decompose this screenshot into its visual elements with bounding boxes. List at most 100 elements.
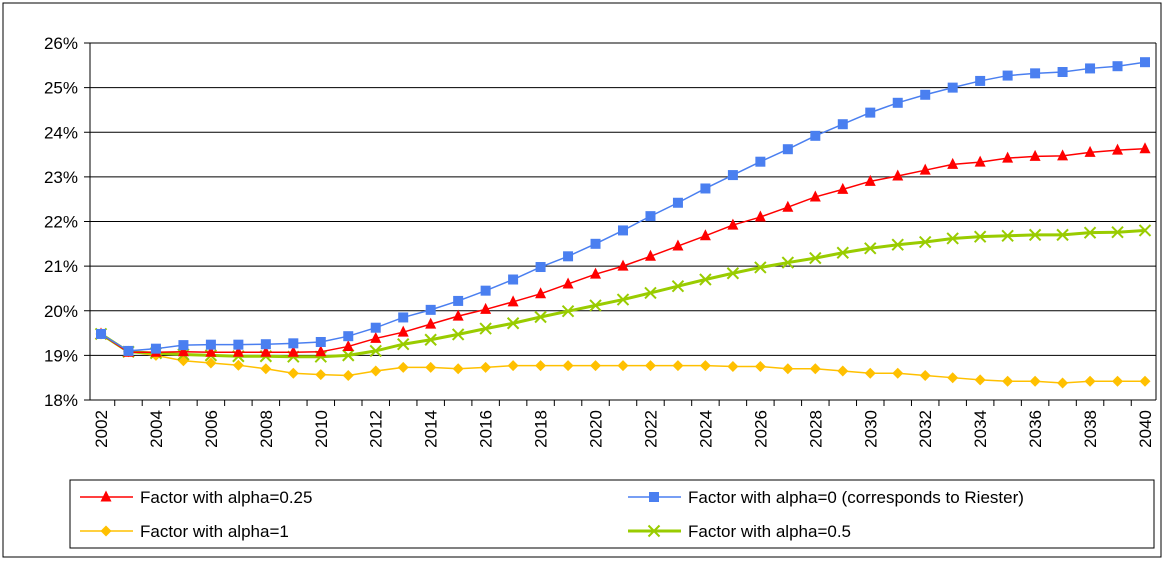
data-point <box>672 197 683 208</box>
x-tick-label: 2040 <box>1136 410 1155 448</box>
data-point <box>1139 375 1151 387</box>
data-point <box>1002 375 1014 387</box>
legend-label: Factor with alpha=0.25 <box>140 488 312 507</box>
data-point <box>178 340 189 351</box>
data-point <box>617 360 629 372</box>
data-point-stroke <box>864 242 877 255</box>
data-point <box>1111 226 1124 239</box>
data-point <box>315 369 327 381</box>
data-point-stroke <box>561 304 575 318</box>
data-point <box>424 333 437 346</box>
data-point-stroke <box>479 322 492 335</box>
x-tick-label: 2020 <box>587 410 606 448</box>
legend-entry-1: Factor with alpha=0.25 <box>80 488 312 507</box>
data-point <box>535 262 546 273</box>
data-point <box>479 322 492 335</box>
data-point <box>754 361 766 373</box>
x-axis-tick-labels: 2002 2004 2006 2008 2010 2012 2014 2016 2018 2020… <box>92 410 1155 448</box>
data-point-stroke <box>1111 226 1124 239</box>
data-point-stroke <box>1138 224 1152 237</box>
data-point <box>315 336 326 347</box>
x-tick-label: 2038 <box>1081 410 1100 448</box>
data-point-stroke <box>726 267 740 280</box>
data-point <box>1002 70 1013 81</box>
data-point <box>754 261 767 274</box>
data-point <box>561 304 575 318</box>
data-point <box>864 174 876 186</box>
data-point <box>123 345 134 356</box>
data-point <box>342 339 354 351</box>
data-point <box>727 218 739 230</box>
data-point-stroke <box>534 310 547 324</box>
x-tick-label: 2028 <box>806 410 825 448</box>
legend-label: Factor with alpha=0.5 <box>688 522 851 541</box>
data-point <box>947 372 959 384</box>
data-point-stroke <box>809 251 822 265</box>
data-point <box>727 170 738 181</box>
data-point <box>1140 57 1150 68</box>
data-point <box>100 525 112 537</box>
data-point <box>451 328 465 341</box>
data-point <box>397 325 409 337</box>
data-point <box>837 119 848 130</box>
data-point <box>480 285 491 296</box>
data-point <box>1084 375 1096 387</box>
data-point <box>947 157 959 169</box>
data-point <box>644 286 657 300</box>
data-point <box>232 359 244 371</box>
data-point <box>781 256 795 269</box>
x-tick-label: 2006 <box>202 410 221 448</box>
data-point <box>973 230 987 243</box>
data-point <box>287 345 299 357</box>
data-point <box>590 238 601 249</box>
data-point <box>589 299 602 312</box>
data-point <box>205 345 217 357</box>
data-point <box>535 360 547 372</box>
data-point <box>754 210 766 222</box>
data-point <box>644 249 656 261</box>
x-tick-label: 2036 <box>1026 410 1045 448</box>
data-point <box>809 190 821 202</box>
x-tick-label: 2004 <box>147 410 166 448</box>
data-point <box>699 273 712 286</box>
data-point <box>892 169 904 181</box>
x-tick-label: 2010 <box>312 410 331 448</box>
y-tick-label: 19% <box>44 346 78 365</box>
data-point <box>425 361 437 373</box>
data-point <box>287 367 299 379</box>
data-point <box>671 279 685 293</box>
data-point <box>1001 229 1014 242</box>
y-tick-label: 20% <box>44 302 78 321</box>
data-point <box>974 374 986 386</box>
data-point <box>1030 68 1041 79</box>
data-point <box>233 339 244 350</box>
data-point <box>755 156 766 167</box>
data-point <box>892 367 904 379</box>
data-point-stroke <box>1001 229 1014 242</box>
legend: Factor with alpha=0.25 Factor with alpha=… <box>69 479 1155 549</box>
data-point <box>837 182 849 194</box>
y-tick-label: 25% <box>44 79 78 98</box>
data-point <box>782 144 793 155</box>
data-point-stroke <box>644 286 657 300</box>
data-point-stroke <box>946 232 959 245</box>
data-point-stroke <box>891 238 904 251</box>
data-point <box>507 295 519 307</box>
data-point <box>343 331 354 342</box>
data-point <box>452 363 464 375</box>
data-point <box>699 229 711 241</box>
data-point-stroke <box>506 317 520 330</box>
data-point <box>727 361 739 373</box>
data-point <box>480 302 492 314</box>
data-point <box>836 246 849 259</box>
x-tick-label: 2034 <box>971 410 990 448</box>
x-tick-label: 2022 <box>641 410 660 448</box>
data-point <box>1138 224 1152 237</box>
data-point-stroke <box>589 299 602 312</box>
data-point <box>1057 67 1068 78</box>
data-point <box>947 82 958 93</box>
x-tick-label: 2012 <box>367 410 386 448</box>
data-point <box>649 492 659 502</box>
data-point <box>1085 63 1096 74</box>
